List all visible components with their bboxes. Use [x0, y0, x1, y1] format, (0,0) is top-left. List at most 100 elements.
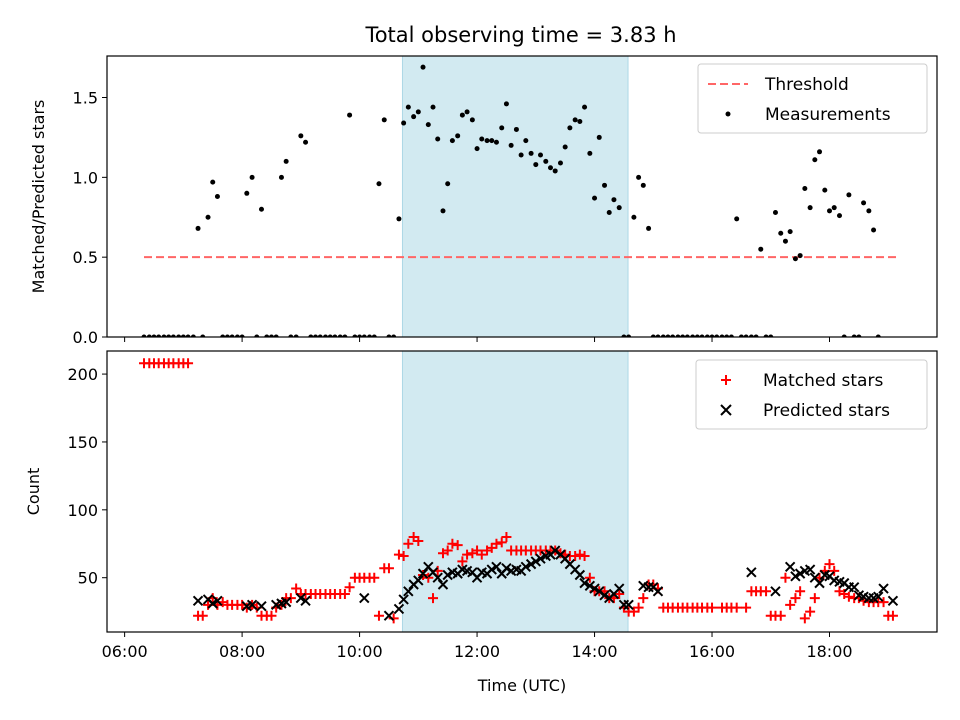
- measurement-point: [391, 334, 397, 337]
- measurement-point: [646, 225, 652, 231]
- measurement-point: [224, 334, 230, 337]
- measurement-point: [881, 0, 886, 3]
- x-axis-label: Time (UTC): [477, 676, 566, 695]
- predicted-star-point: [212, 595, 223, 606]
- predicted-star-point: [652, 586, 664, 597]
- predicted-star-point: [746, 567, 757, 578]
- measurement-point: [660, 334, 666, 337]
- measurement-point: [567, 125, 573, 131]
- matched-star-point: [795, 586, 806, 597]
- predicted-star-point: [530, 556, 542, 567]
- predicted-star-point: [584, 580, 596, 592]
- matched-star-point: [584, 572, 595, 583]
- measurement-point: [797, 253, 803, 259]
- measurement-point: [352, 334, 358, 337]
- predicted-star-point: [393, 603, 405, 615]
- top-panel: 0.0 0.5 1.0 1.5 Matched/Predicted stars Thres…: [29, 0, 938, 347]
- predicted-star-point: [790, 571, 801, 582]
- predicted-star-point: [848, 581, 860, 593]
- predicted-star-point: [623, 599, 634, 611]
- x-axis-ticks: 06:00 08:00 10:00 12:00 14:00 16:00 18:00: [102, 632, 853, 661]
- matched-star-point: [266, 610, 277, 621]
- measurement-point: [538, 152, 544, 158]
- matched-star-point: [462, 549, 473, 560]
- matched-star-point: [393, 549, 404, 560]
- matched-star-point: [383, 563, 394, 574]
- measurement-point: [827, 208, 833, 214]
- legend-measurements-label: Measurements: [765, 105, 891, 125]
- predicted-star-point: [535, 553, 546, 564]
- matched-star-point: [775, 610, 786, 621]
- legend: Threshold Measurements: [697, 63, 928, 134]
- matched-star-point: [799, 613, 810, 624]
- measurement-point: [489, 138, 495, 144]
- matched-star-point: [633, 602, 644, 613]
- measurement-point: [836, 213, 842, 219]
- measurement-point: [308, 334, 314, 337]
- legend-threshold-label: Threshold: [764, 75, 849, 95]
- y-axis-ticks: 0.0 0.5 1.0 1.5: [73, 89, 107, 347]
- measurement-point: [508, 142, 514, 148]
- measurement-point: [249, 174, 255, 180]
- measurement-point: [151, 334, 157, 337]
- measurement-point: [523, 138, 529, 144]
- measurement-point: [317, 334, 323, 337]
- matched-star-point: [369, 572, 380, 583]
- matched-star-point: [491, 538, 502, 549]
- measurement-point: [621, 334, 627, 337]
- measurement-point: [435, 136, 441, 142]
- matched-star-point: [496, 537, 507, 548]
- measurement-point: [268, 334, 274, 337]
- measurement-point: [807, 205, 813, 211]
- matched-star-point: [790, 593, 801, 604]
- measurement-point: [464, 109, 470, 115]
- matched-star-point: [707, 602, 718, 613]
- measurement-point: [493, 139, 499, 145]
- predicted-star-point: [784, 561, 796, 573]
- measurement-point: [704, 334, 710, 337]
- measurement-point: [822, 187, 828, 193]
- predicted-star-point: [491, 561, 502, 573]
- matched-star-point: [809, 593, 820, 604]
- measurement-point: [332, 334, 338, 337]
- measurement-point: [861, 200, 867, 206]
- measurement-point: [503, 101, 509, 107]
- legend-matched-swatch: [721, 375, 731, 385]
- measurement-point: [190, 334, 196, 337]
- measurement-point: [513, 126, 519, 132]
- matched-star-point: [428, 593, 439, 604]
- measurement-point: [161, 334, 167, 337]
- predicted-star-point: [432, 572, 443, 583]
- measurement-point: [694, 334, 700, 337]
- measurement-point: [288, 334, 294, 337]
- measurement-point: [469, 117, 475, 123]
- measurement-point: [420, 64, 426, 70]
- legend: Matched stars Predicted stars: [695, 359, 928, 430]
- measurement-point: [734, 216, 740, 222]
- measurement-point: [684, 334, 690, 337]
- predicted-star-point: [770, 586, 781, 597]
- measurement-point: [778, 230, 784, 236]
- predicted-star-point: [878, 583, 889, 594]
- plot-area: [141, 0, 899, 337]
- measurement-point: [239, 334, 245, 337]
- measurement-point: [562, 144, 568, 150]
- measurement-point: [401, 120, 407, 126]
- measurement-point: [782, 238, 788, 244]
- measurement-point: [244, 190, 250, 196]
- matched-star-point: [373, 610, 384, 621]
- measurement-point: [631, 214, 637, 220]
- measurement-point: [455, 133, 461, 139]
- measurement-point: [141, 334, 147, 337]
- measurement-point: [254, 334, 260, 337]
- measurement-point: [430, 104, 436, 110]
- measurement-point: [772, 209, 778, 215]
- matched-star-point: [741, 602, 752, 613]
- matched-star-point: [183, 358, 194, 369]
- matched-star-point: [452, 540, 463, 551]
- predicted-star-point: [814, 577, 825, 589]
- predicted-star-point: [887, 595, 899, 606]
- x-tick-label: 08:00: [219, 642, 265, 661]
- measurement-point: [724, 334, 730, 337]
- measurement-point: [670, 334, 676, 337]
